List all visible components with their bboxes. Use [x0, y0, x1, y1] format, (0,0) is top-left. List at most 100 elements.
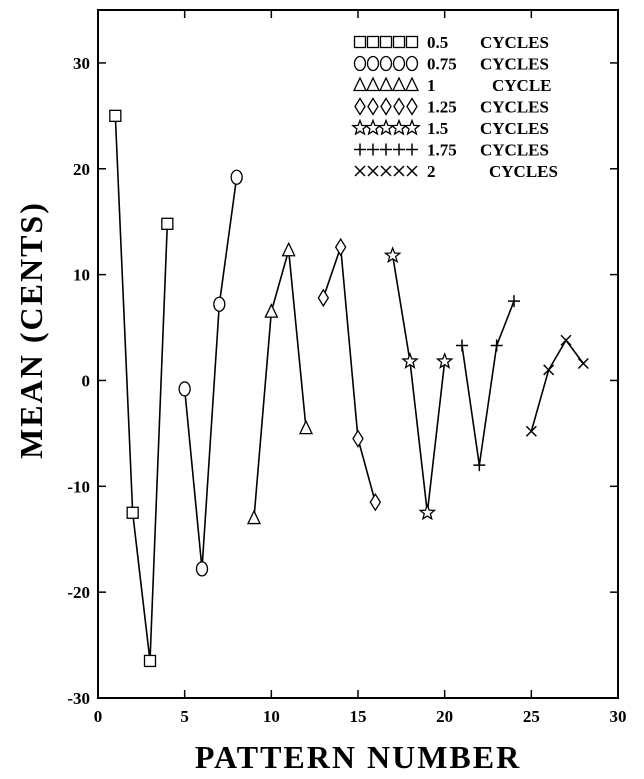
legend-marker-triangle: [404, 76, 420, 92]
series-line: [530, 338, 584, 432]
data-point-square: [126, 506, 139, 519]
data-point-x: [577, 357, 589, 370]
legend-marker-x: [354, 165, 366, 177]
legend-marker-square: [353, 35, 367, 49]
data-point-circle: [195, 561, 209, 577]
legend-marker-triangle: [365, 76, 381, 92]
legend-marker-square: [379, 35, 393, 49]
series-line: [253, 250, 307, 519]
legend-marker-star: [403, 118, 421, 136]
x-tick-label: 25: [523, 707, 540, 726]
legend-marker-plus: [380, 143, 392, 156]
series-line: [391, 255, 446, 513]
series-line: [322, 246, 377, 503]
data-point-square: [143, 654, 157, 668]
data-point-diamond: [317, 288, 330, 308]
legend-unit: CYCLES: [480, 141, 549, 160]
series-plus: [456, 295, 520, 472]
data-point-diamond: [334, 237, 347, 257]
legend-marker-plus: [406, 143, 418, 156]
legend-marker-star: [390, 118, 408, 136]
series-star: [383, 246, 454, 521]
legend-marker-diamond: [406, 97, 418, 116]
legend-entry: 0.75 CYCLES: [353, 55, 549, 74]
legend-sample: [354, 165, 418, 177]
legend-sample: [352, 76, 420, 92]
axis-ticks: 0 5 10 15 20 25 30 -30 -20 -10 0 10 20 30: [67, 10, 627, 726]
legend-marker-star: [377, 118, 395, 136]
data-point-plus: [473, 459, 486, 472]
legend-value: 1: [427, 76, 436, 95]
legend-sample: [351, 118, 421, 136]
legend-marker-x: [380, 165, 392, 177]
legend-marker-triangle: [378, 76, 394, 92]
legend-unit: CYCLES: [489, 162, 558, 181]
data-point-circle: [230, 169, 243, 185]
data-point-x: [560, 334, 572, 346]
legend-unit: CYCLES: [480, 98, 549, 117]
y-axis-title: MEAN (CENTS): [13, 201, 49, 459]
legend-unit: CYCLES: [480, 33, 549, 52]
y-tick-label: -30: [67, 689, 90, 708]
legend-marker-circle: [353, 55, 367, 72]
data-point-plus: [490, 339, 503, 352]
legend-marker-x: [406, 165, 418, 177]
data-series: [109, 109, 589, 668]
legend-unit: CYCLES: [480, 119, 549, 138]
y-tick-label: -10: [67, 477, 90, 496]
legend-marker-circle: [366, 55, 380, 72]
legend-value: 0.5: [427, 33, 448, 52]
legend-marker-diamond: [393, 97, 405, 116]
series-x: [525, 334, 589, 437]
legend-unit: CYCLES: [480, 55, 549, 74]
legend: 0.5 CYCLES 0.75 CYCLES 1 CYCLE 1.25 CYCLES 1.5 CY…: [351, 33, 558, 181]
legend-marker-x: [367, 165, 379, 177]
legend-entry: 2 CYCLES: [354, 162, 558, 181]
legend-entry: 1.75 CYCLES: [354, 141, 549, 160]
legend-sample: [353, 35, 419, 49]
x-tick-label: 10: [263, 707, 280, 726]
legend-marker-square: [366, 35, 380, 49]
data-point-star: [418, 503, 437, 521]
data-point-x: [525, 425, 537, 437]
legend-unit: CYCLE: [492, 76, 552, 95]
data-point-star: [383, 246, 402, 264]
legend-marker-star: [364, 118, 382, 136]
data-point-diamond: [352, 429, 364, 448]
series-diamond: [317, 237, 382, 512]
legend-entry: 0.5 CYCLES: [353, 33, 549, 52]
y-tick-label: 20: [73, 160, 90, 179]
legend-marker-circle: [405, 55, 419, 72]
legend-entry: 1 CYCLE: [352, 76, 552, 95]
legend-sample: [354, 143, 418, 156]
legend-marker-triangle: [352, 76, 368, 92]
legend-entry: 1.25 CYCLES: [354, 97, 549, 117]
legend-marker-star: [351, 118, 369, 136]
legend-marker-plus: [393, 143, 405, 156]
x-tick-label: 15: [350, 707, 367, 726]
legend-value: 1.25: [427, 98, 457, 117]
legend-marker-diamond: [367, 97, 379, 116]
data-point-diamond: [369, 492, 382, 512]
series-line: [114, 115, 169, 662]
legend-sample: [353, 55, 419, 72]
series-line: [461, 300, 515, 466]
series-circle: [178, 169, 243, 577]
legend-marker-x: [393, 165, 405, 177]
data-point-plus: [456, 339, 468, 352]
legend-value: 2: [427, 162, 436, 181]
data-point-triangle: [298, 419, 314, 435]
legend-marker-plus: [367, 143, 379, 156]
x-tick-label: 5: [180, 707, 189, 726]
series-square: [109, 109, 174, 668]
legend-value: 0.75: [427, 55, 457, 74]
x-tick-label: 30: [610, 707, 627, 726]
legend-marker-square: [405, 35, 419, 49]
x-tick-label: 20: [436, 707, 453, 726]
legend-marker-circle: [392, 55, 406, 72]
data-point-circle: [213, 296, 226, 312]
legend-sample: [354, 97, 418, 116]
legend-marker-circle: [379, 55, 393, 72]
data-point-x: [543, 364, 555, 376]
